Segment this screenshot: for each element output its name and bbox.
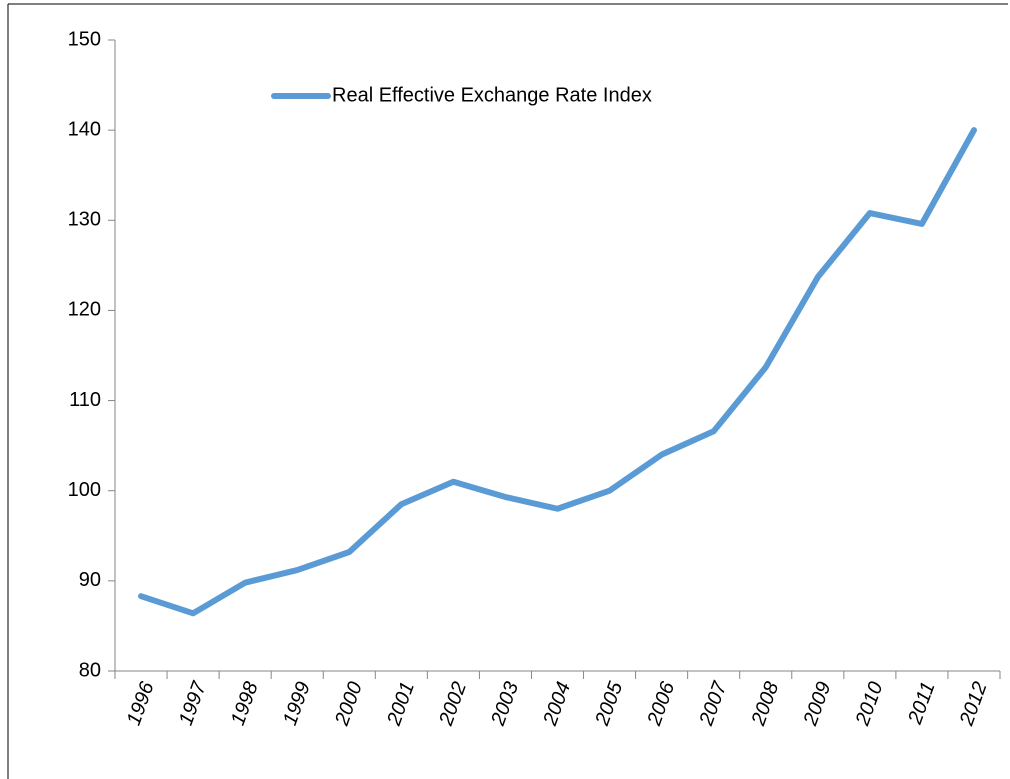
y-tick-label: 100 — [68, 479, 101, 501]
x-tick-label: 1997 — [175, 678, 211, 728]
x-tick-label: 2007 — [695, 678, 732, 729]
legend-label: Real Effective Exchange Rate Index — [332, 84, 652, 106]
y-tick-label: 110 — [69, 389, 101, 411]
y-tick-label: 80 — [79, 659, 101, 681]
y-tick-label: 130 — [68, 209, 101, 231]
x-tick-label: 2002 — [435, 679, 471, 729]
x-tick-label: 1999 — [279, 679, 315, 728]
x-tick-label: 2011 — [904, 679, 940, 728]
x-tick-label: 2004 — [539, 679, 575, 729]
x-tick-label: 1998 — [227, 679, 263, 728]
y-tick-label: 90 — [79, 569, 101, 591]
y-tick-label: 120 — [68, 299, 101, 321]
x-tick-label: 2008 — [747, 679, 783, 729]
x-tick-label: 2012 — [955, 679, 991, 729]
x-tick-label: 2000 — [331, 679, 367, 729]
x-tick-label: 2001 — [383, 679, 419, 729]
y-tick-label: 140 — [68, 118, 101, 140]
x-tick-label: 2006 — [643, 678, 680, 729]
x-tick-label: 1996 — [123, 678, 159, 728]
x-tick-label: 2009 — [799, 679, 835, 729]
y-tick-label: 150 — [68, 28, 101, 50]
x-tick-label: 2010 — [851, 679, 887, 729]
x-tick-label: 2005 — [591, 678, 628, 729]
x-tick-label: 2003 — [487, 679, 523, 729]
line-series — [138, 127, 977, 617]
